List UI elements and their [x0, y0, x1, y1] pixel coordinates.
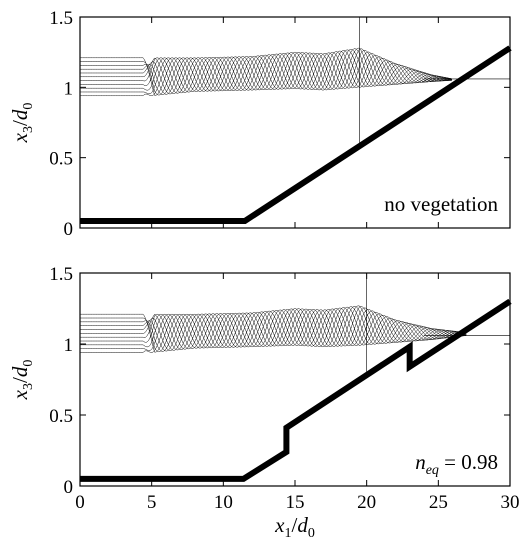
wave-trace	[80, 307, 467, 353]
x-tick-label: 5	[147, 492, 157, 513]
wave-trace	[80, 306, 467, 352]
wave-trace	[80, 50, 452, 96]
top-panel: 0 0.5 1 1.5 no vegetation x3/d0	[8, 8, 512, 240]
y-tick-label: 1.5	[49, 8, 73, 29]
wave-trace	[80, 307, 467, 350]
bed-profile-bottom	[80, 298, 512, 482]
wave-envelope-top	[80, 47, 453, 97]
annotation-no-vegetation: no vegetation	[384, 192, 498, 216]
wave-trace	[80, 51, 453, 93]
wave-trace	[80, 50, 453, 94]
wave-trace	[80, 306, 467, 352]
wave-trace	[80, 307, 467, 353]
y-axis-label-top: x3/d0	[8, 103, 36, 144]
wave-trace	[80, 306, 467, 351]
y-tick-label: 0.5	[49, 406, 73, 427]
wave-trace	[80, 306, 467, 351]
y-tick-label: 0.5	[49, 149, 73, 170]
x-tick-label: 25	[429, 492, 448, 513]
wave-trace	[80, 48, 453, 94]
wave-trace	[80, 308, 467, 351]
x-tick-label: 0	[75, 492, 85, 513]
wave-trace	[80, 49, 452, 95]
annotation-neq: neq = 0.98	[415, 450, 498, 478]
wave-trace	[80, 50, 452, 96]
ticks-bottom	[79, 272, 511, 487]
bottom-panel: 0 0.5 1 1.5 0 5 10 15 20 25 30 neq = 0.98 x3/d0 x…	[8, 264, 520, 541]
wave-trace	[80, 49, 452, 95]
y-tick-label: 1	[64, 335, 74, 356]
y-tick-label: 0	[64, 477, 74, 498]
ticks-top	[79, 16, 511, 229]
x-tick-label: 10	[214, 492, 233, 513]
x-tick-labels-bottom: 0 5 10 15 20 25 30	[75, 492, 519, 513]
wave-trace	[80, 305, 467, 351]
wave-trace	[80, 51, 452, 97]
bed-profile-top	[80, 45, 512, 224]
x-tick-label: 30	[501, 492, 520, 513]
x-tick-label: 20	[357, 492, 376, 513]
y-tick-labels-bottom: 0 0.5 1 1.5	[49, 264, 73, 498]
x-axis-label: x1/d0	[274, 513, 315, 541]
wave-trace	[80, 308, 467, 353]
wave-trace	[80, 308, 467, 350]
y-tick-label: 1.5	[49, 264, 73, 285]
y-tick-label: 1	[64, 78, 74, 99]
x-tick-label: 15	[286, 492, 305, 513]
y-tick-label: 0	[64, 219, 74, 240]
y-tick-labels-top: 0 0.5 1 1.5	[49, 8, 73, 240]
wave-envelope-bottom	[80, 305, 467, 353]
y-axis-label-bottom: x3/d0	[8, 360, 36, 401]
